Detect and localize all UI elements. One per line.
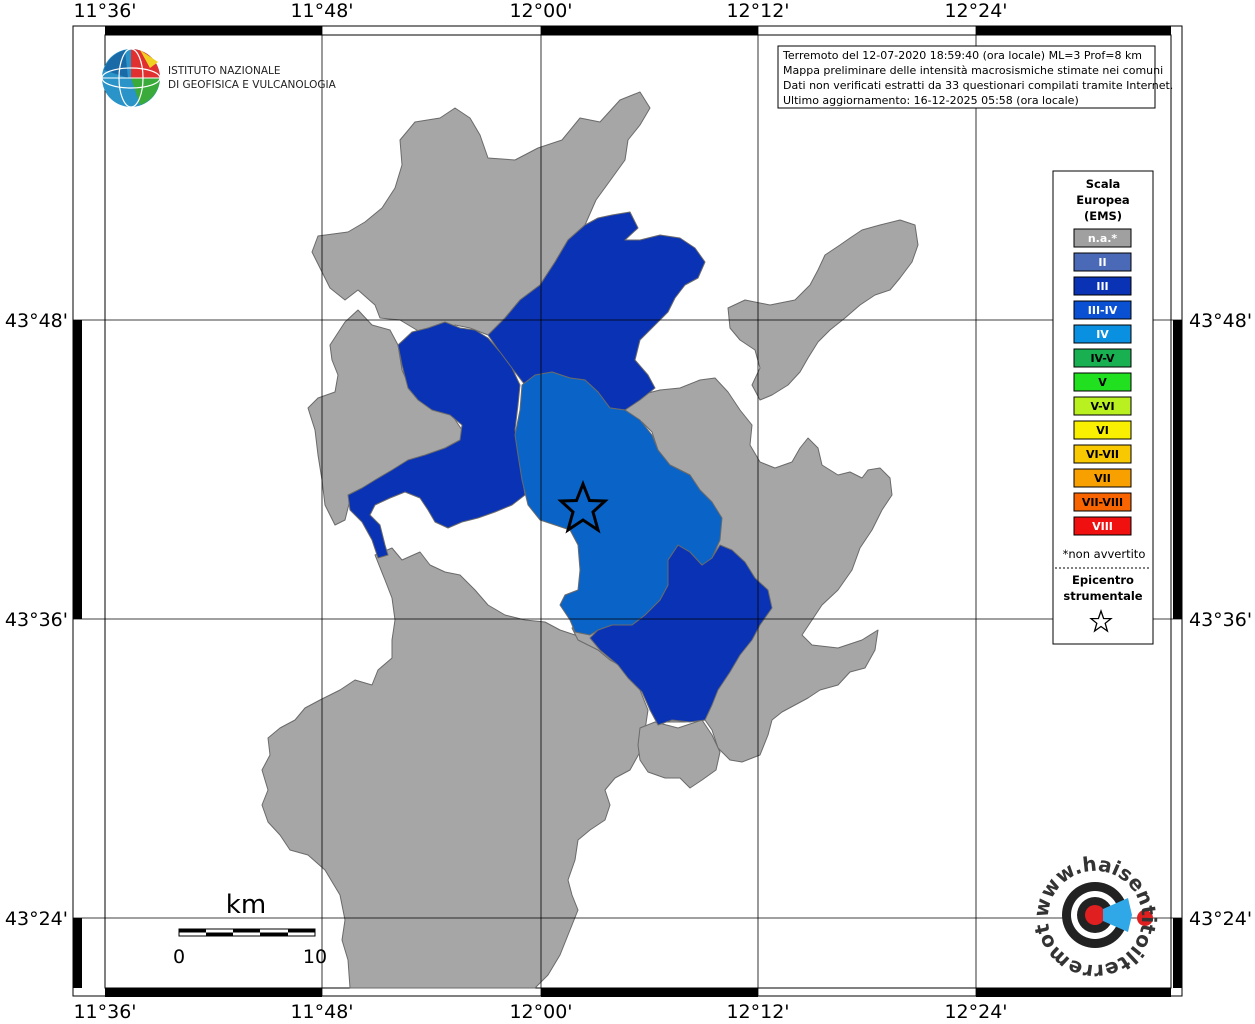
tick-label: 43°48': [5, 310, 68, 332]
legend-swatch: [1073, 516, 1132, 536]
info-line1: Terremoto del 12-07-2020 18:59:40 (ora l…: [782, 49, 1142, 62]
municipality-na: [261, 547, 649, 989]
legend-item-label: II: [1098, 256, 1106, 269]
municipality-III: [347, 321, 526, 559]
legend-item-label: IV: [1096, 328, 1109, 341]
tick-label: 11°36': [73, 1001, 136, 1023]
legend-swatch: [1073, 396, 1132, 416]
megaphone-icon: [1103, 898, 1132, 932]
legend-note: *non avvertito: [1063, 547, 1146, 561]
top-tick-labels: 11°36' 11°48' 12°00' 12°12' 12°24': [73, 0, 1007, 22]
tick-label: 12°00': [509, 1001, 572, 1023]
tick-label: 12°12': [726, 0, 789, 22]
legend-swatch: [1073, 228, 1132, 248]
scale-bar: km 0 10: [173, 890, 327, 968]
info-line4: Ultimo aggiornamento: 16-12-2025 05:58 (…: [783, 94, 1079, 107]
ems-legend: Scala Europea (EMS) n.a.*IIIIIIII-IVIVIV…: [1052, 170, 1154, 645]
legend-swatch: [1073, 300, 1132, 320]
legend-epicenter-line2: strumentale: [1063, 589, 1142, 603]
tick-label: 11°36': [73, 0, 136, 22]
legend-epicenter-line1: Epicentro: [1072, 573, 1134, 587]
legend-items: n.a.*IIIIIIII-IVIVIV-VVV-VIVIVI-VIIVIIVI…: [1073, 228, 1132, 536]
legend-item-label: VII-VIII: [1082, 496, 1123, 509]
legend-item-label: V: [1098, 376, 1107, 389]
legend-item-label: V-VI: [1090, 400, 1114, 413]
legend-item-label: III: [1096, 280, 1108, 293]
tick-label: 11°48': [290, 1001, 353, 1023]
bottom-tick-labels: 11°36' 11°48' 12°00' 12°12' 12°24': [73, 1001, 1007, 1023]
legend-swatch: [1073, 252, 1132, 272]
legend-item-label: n.a.*: [1088, 232, 1118, 245]
tick-label: 12°24': [944, 0, 1007, 22]
legend-item-label: VII: [1094, 472, 1111, 485]
tick-label: 12°12': [726, 1001, 789, 1023]
legend-swatch: [1073, 276, 1132, 296]
tick-label: 43°48': [1189, 310, 1252, 332]
legend-swatch: [1073, 468, 1132, 488]
legend-item-label: VI: [1096, 424, 1109, 437]
info-line3: Dati non verificati estratti da 33 quest…: [783, 79, 1173, 92]
municipality-areas: [261, 91, 919, 989]
globe-icon: [101, 48, 161, 108]
info-line2: Mappa preliminare delle intensità macros…: [783, 64, 1163, 77]
legend-title-line3: (EMS): [1084, 209, 1122, 223]
tick-label: 43°24': [1189, 908, 1252, 930]
legend-item-label: VI-VII: [1086, 448, 1119, 461]
tick-label: 11°48': [290, 0, 353, 22]
scale-max-label: 10: [303, 946, 327, 968]
graticule: [73, 26, 1182, 996]
scale-min-label: 0: [173, 946, 185, 968]
legend-title-line2: Europea: [1076, 193, 1129, 207]
municipality-na: [637, 719, 721, 789]
legend-star-icon: [1089, 609, 1113, 633]
scale-unit-label: km: [226, 890, 266, 920]
tick-label: 12°00': [509, 0, 572, 22]
ingv-logo: ISTITUTO NAZIONALE DI GEOFISICA E VULCAN…: [101, 48, 337, 108]
legend-swatch: [1073, 420, 1132, 440]
legend-swatch: [1073, 444, 1132, 464]
logo-line1: ISTITUTO NAZIONALE: [168, 65, 281, 77]
tick-label: 43°36': [1189, 609, 1252, 631]
epicenter-star-icon: [557, 479, 609, 534]
legend-item-label: III-IV: [1088, 304, 1118, 317]
tick-label: 43°36': [5, 609, 68, 631]
event-info-box: Terremoto del 12-07-2020 18:59:40 (ora l…: [777, 45, 1173, 109]
legend-swatch: [1073, 372, 1132, 392]
municipality-III: [487, 211, 706, 411]
tick-label: 43°24': [5, 908, 68, 930]
legend-title-line1: Scala: [1086, 177, 1121, 191]
legend-swatch: [1073, 492, 1132, 512]
municipality-na: [727, 219, 919, 401]
legend-swatch: [1073, 348, 1132, 368]
tick-label: 12°24': [944, 1001, 1007, 1023]
legend-item-label: IV-V: [1090, 352, 1115, 365]
municipality-IV: [514, 371, 723, 636]
logo-line2: DI GEOFISICA E VULCANOLOGIA: [168, 79, 337, 91]
legend-item-label: VIII: [1092, 520, 1113, 533]
legend-swatch: [1073, 324, 1132, 344]
left-tick-labels: 43°48' 43°36' 43°24': [5, 310, 68, 930]
right-tick-labels: 43°48' 43°36' 43°24': [1189, 310, 1252, 930]
